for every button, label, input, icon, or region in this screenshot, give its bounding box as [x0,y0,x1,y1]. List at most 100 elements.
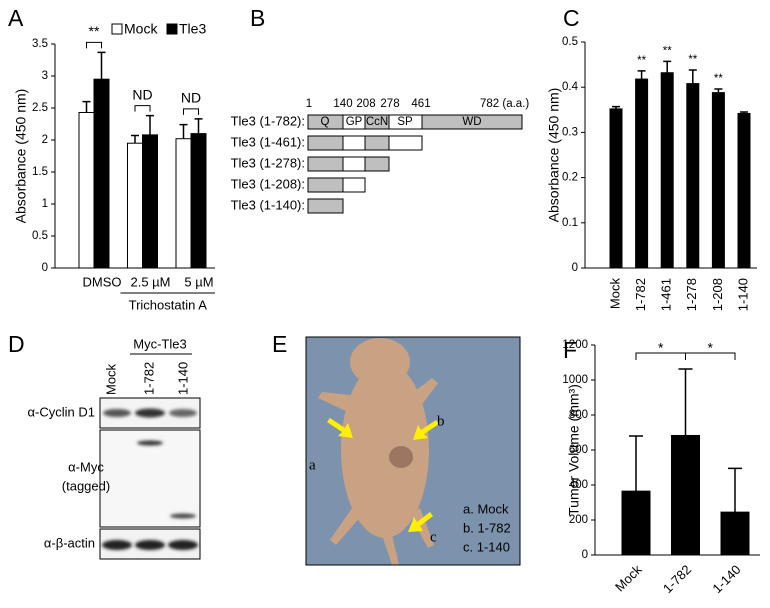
bracket [183,108,199,115]
scale-label: 461 [411,98,430,110]
y-axis-label: Tumor Volume (mm³) [566,384,582,516]
band [102,540,132,550]
bar [609,108,623,269]
scale-label: 140 [333,98,352,110]
scale-label: 208 [356,98,375,110]
x-tick-label: 1-278 [684,278,699,311]
bands [102,408,198,550]
y-tick-label: 600 [569,444,588,456]
bar [660,72,674,269]
probe-label: α-β-actin [44,535,95,550]
bracket [86,41,102,49]
band [137,440,163,446]
domain-box [342,156,366,172]
panel-letter: F [563,337,577,363]
bar [720,511,750,556]
bar [711,92,725,269]
y-tick-label: 0.5 [562,36,578,48]
error-bar [714,88,723,93]
annotation: ** [714,73,723,85]
lane-label: 1-782 [141,362,156,395]
domain-box [307,177,344,193]
lane-label: Mock [103,363,118,395]
scale-label: 278 [380,98,399,110]
y-tick-label: 400 [569,479,588,491]
bar [93,78,110,269]
domain-box [388,135,423,151]
bar [78,111,95,269]
y-tick-label: 0.4 [562,81,579,93]
band [135,408,165,418]
y-tick-label: 1200 [562,339,588,351]
x-tick-label: 1-782 [633,278,648,311]
panel-letter: D [8,331,25,357]
bar [635,78,649,269]
panel-letter: B [250,5,265,31]
bar [142,134,158,269]
y-tick-label: 1.5 [32,166,48,178]
domain-box [342,177,366,193]
error-bar [637,70,646,80]
probe-label: α-Cyclin D1 [28,404,95,419]
lane-label: 1-140 [175,362,190,395]
y-tick-label: 0 [582,549,588,561]
annotation: ND [132,86,152,102]
bar [737,112,751,269]
marker-label: c [430,529,437,545]
legend-label: Tle3 [179,21,206,37]
error-bar [728,467,742,513]
y-tick-label: 3 [42,70,48,82]
y-tick-label: 1000 [562,374,588,386]
y-tick-label: 2 [42,134,48,146]
error-bar [146,114,154,135]
bar [190,133,207,269]
marker-label: b [437,413,445,429]
error-bar [131,134,139,144]
scale-label: 782 (a.a.) [480,98,529,110]
y-tick-label: 800 [569,409,588,421]
error-bar [688,69,697,84]
mouse [318,338,438,565]
annotation: ** [688,54,697,66]
error-bar [663,60,672,73]
annotation: ND [181,90,201,106]
legend-swatch [166,23,178,35]
error-bar [740,111,748,114]
panel-letter: E [272,331,287,357]
domain-box [364,135,390,151]
x-tick-label: 5 µM [184,274,213,289]
scale-label: 1 [306,98,312,110]
bar [621,490,651,556]
construct-label: Tle3 (1-208): [231,176,305,191]
band [170,513,196,519]
construct-label: Tle3 (1-140): [231,197,305,212]
photo-image [306,337,520,565]
group-label: Myc-Tle3 [133,336,186,351]
construct-label: Tle3 (1-782): [231,113,305,128]
error-bar [678,368,693,436]
photo-frame [305,336,521,566]
y-tick-label: 1 [42,198,48,210]
x-tick-label: 1-782 [660,562,694,596]
y-axis-label: Absorbance (450 nm) [13,89,29,224]
domain-label: WD [462,116,481,128]
domain-box [421,114,523,130]
x-tick-label: 2.5 µM [130,274,170,289]
panel-letter: A [8,5,24,31]
y-axis-label: Absorbance (450 nm) [546,88,562,223]
arrows [327,418,439,532]
x-tick-label: 1-461 [659,278,674,311]
bar [175,138,192,269]
legend-label: Mock [124,21,158,37]
domain-box [307,198,344,214]
bar [686,83,700,269]
y-tick-label: 0.5 [32,230,48,242]
error-bar [97,51,106,80]
bar [127,142,143,269]
probe-label: α-Myc [68,459,104,474]
domain-label: SP [397,116,413,128]
construct-boxes [307,114,523,214]
domain-box [307,156,344,172]
bracket [134,105,151,112]
